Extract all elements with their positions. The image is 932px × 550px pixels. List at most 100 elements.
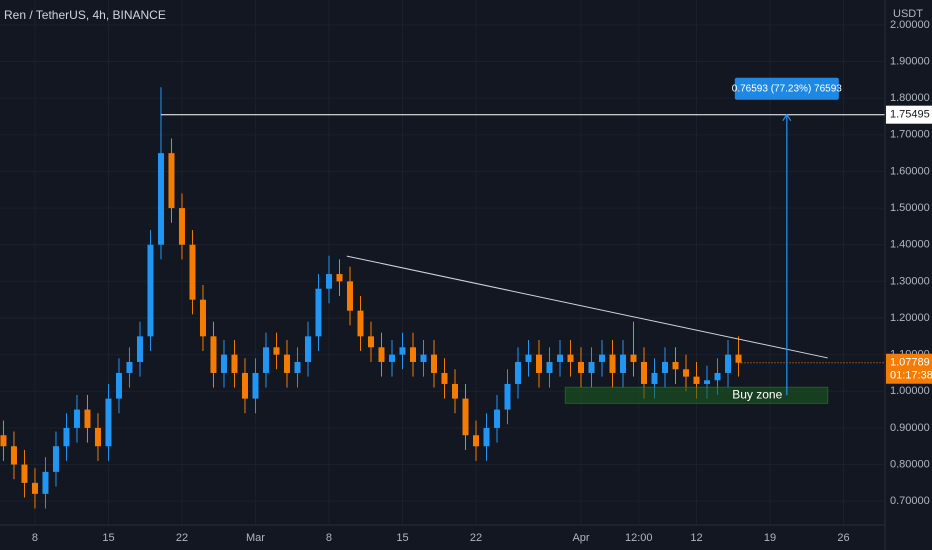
candle-body — [220, 354, 227, 373]
candle-body — [147, 244, 154, 337]
x-tick-label: 8 — [32, 532, 38, 544]
buy-zone — [564, 386, 829, 404]
x-tick-label: 15 — [102, 532, 114, 544]
candle-body — [430, 354, 437, 373]
candle-body — [599, 354, 606, 362]
countdown-label: 01:17:38 — [890, 370, 932, 382]
x-tick-label: Apr — [572, 532, 589, 544]
candle-body — [178, 208, 185, 245]
measure-arrowhead — [782, 113, 792, 122]
buy-zone-label: Buy zone — [732, 387, 782, 401]
candle-body — [620, 354, 627, 373]
y-tick-label: 1.00000 — [890, 385, 930, 397]
y-tick-label: 2.00000 — [890, 19, 930, 31]
measure-label: 0.76593 (77.23%) 76593 — [732, 83, 843, 94]
candle-body — [189, 244, 196, 300]
candle-body — [73, 409, 80, 428]
candle-body — [346, 281, 353, 311]
y-tick-label: 1.20000 — [890, 312, 930, 324]
candle-body — [409, 347, 416, 362]
candle-body — [136, 336, 143, 362]
candle-body — [662, 361, 669, 373]
candle-body — [283, 354, 290, 373]
x-tick-label: 8 — [326, 532, 332, 544]
candle-body — [315, 288, 322, 337]
candle-body — [210, 336, 217, 373]
candle-body — [21, 464, 28, 483]
chart-title: Ren / TetherUS, 4h, BINANCE — [4, 8, 166, 22]
candle-body — [462, 398, 469, 436]
y-tick-label: 0.80000 — [890, 458, 930, 470]
y-tick-label: 1.40000 — [890, 239, 930, 251]
candle-body — [0, 435, 7, 447]
candle-body — [294, 361, 301, 373]
candle-body — [115, 372, 122, 399]
candle-body — [325, 274, 332, 289]
resistance-price-label: 1.75495 — [890, 109, 930, 121]
candle-body — [683, 369, 690, 377]
x-tick-label: Mar — [246, 532, 265, 544]
candle-body — [199, 299, 206, 337]
candle-body — [451, 383, 458, 399]
candle-body — [126, 361, 133, 373]
candle-body — [231, 354, 238, 373]
candle-body — [399, 347, 406, 355]
candle-body — [483, 427, 490, 447]
x-tick-label: 22 — [470, 532, 482, 544]
candle-body — [525, 354, 532, 362]
y-tick-label: 1.70000 — [890, 129, 930, 141]
y-unit: USDT — [893, 8, 923, 20]
candle-body — [651, 372, 658, 384]
candle-body — [441, 372, 448, 384]
candle-body — [588, 361, 595, 373]
candle-body — [52, 446, 59, 472]
candle-body — [31, 482, 38, 494]
y-tick-label: 1.80000 — [890, 92, 930, 104]
candle-body — [557, 354, 564, 362]
candle-body — [641, 361, 648, 384]
candle-body — [252, 372, 259, 399]
candle-body — [357, 310, 364, 337]
candle-body — [42, 471, 49, 494]
resistance-price-box — [886, 105, 932, 124]
y-tick-label: 1.50000 — [890, 202, 930, 214]
trendline — [346, 255, 828, 359]
candle-body — [273, 347, 280, 355]
candle-body — [578, 361, 585, 373]
candle-body — [304, 336, 311, 362]
candle-body — [84, 409, 91, 428]
y-tick-label: 1.90000 — [890, 55, 930, 67]
candle-body — [693, 376, 700, 384]
y-tick-label: 0.70000 — [890, 495, 930, 507]
candle-body — [241, 372, 248, 399]
y-tick-label: 1.60000 — [890, 165, 930, 177]
candle-body — [105, 398, 112, 447]
candle-body — [725, 354, 732, 373]
candle-body — [609, 354, 616, 373]
candle-body — [735, 354, 742, 363]
candle-body — [472, 435, 479, 447]
candle-body — [672, 361, 679, 370]
candle-body — [536, 354, 543, 373]
candle-body — [378, 347, 385, 362]
candle-body — [336, 274, 343, 282]
candle-body — [94, 427, 101, 447]
measure-label-box — [734, 77, 839, 100]
candle-body — [567, 354, 574, 362]
x-tick-label: 15 — [396, 532, 408, 544]
x-tick-label: 12:00 — [625, 532, 653, 544]
x-tick-label: 22 — [176, 532, 188, 544]
candle-body — [262, 347, 269, 373]
x-tick-label: 26 — [837, 532, 849, 544]
axes: 0.700000.800000.900001.000001.100001.200… — [32, 19, 932, 544]
candle-body — [630, 354, 637, 362]
x-tick-label: 19 — [764, 532, 776, 544]
y-tick-label: 0.90000 — [890, 422, 930, 434]
candle-body — [504, 383, 511, 410]
candle-body — [388, 354, 395, 362]
last-price-box — [886, 353, 932, 384]
candle-body — [168, 153, 175, 209]
candle-body — [10, 446, 17, 465]
plot-area: Buy zone 0.76593 (77.23%) 76593 — [0, 77, 885, 509]
